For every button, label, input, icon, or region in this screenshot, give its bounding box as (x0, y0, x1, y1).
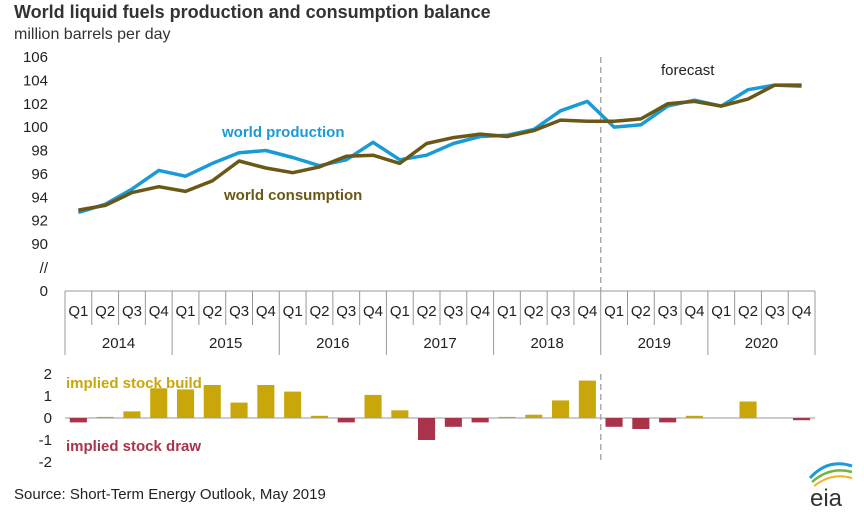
y-tick-label: // (40, 260, 49, 277)
x-quarter-label: Q4 (149, 303, 169, 320)
y-tick-label: 94 (31, 189, 48, 206)
logo-arc-blue (808, 462, 853, 480)
x-quarter-label: Q3 (551, 303, 571, 320)
x-quarter-label: Q2 (738, 303, 758, 320)
logo-text: eia (810, 485, 843, 512)
x-year-label: 2019 (638, 335, 671, 352)
stock-build-bar (498, 416, 516, 418)
x-quarter-label: Q4 (792, 303, 812, 320)
logo-arc-yellow (813, 475, 853, 487)
x-quarter-label: Q3 (229, 303, 249, 320)
draw-label: implied stock draw (66, 438, 201, 455)
forecast-label: forecast (661, 62, 715, 79)
x-quarter-label: Q3 (443, 303, 463, 320)
production-line (77, 83, 802, 215)
stock-draw-bar (793, 418, 811, 421)
x-year-label: 2018 (530, 335, 563, 352)
stock-draw-bar (444, 418, 462, 427)
x-year-label: 2017 (423, 335, 456, 352)
stock-build-bar (150, 388, 168, 418)
chart-subtitle: million barrels per day (14, 26, 171, 43)
stock-build-bar (96, 416, 114, 418)
stock-draw-bar (418, 418, 436, 440)
stock-build-bar (177, 389, 195, 418)
x-quarter-label: Q2 (202, 303, 222, 320)
x-quarter-label: Q1 (68, 303, 88, 320)
x-year-label: 2015 (209, 335, 242, 352)
bar-y-tick-label: 1 (44, 388, 52, 405)
stock-draw-bar (632, 418, 650, 429)
stock-draw-bar (659, 418, 677, 423)
x-quarter-label: Q4 (577, 303, 597, 320)
stock-draw-bar (471, 418, 489, 423)
x-quarter-label: Q1 (604, 303, 624, 320)
eia-logo: eia (808, 462, 853, 512)
x-quarter-label: Q4 (684, 303, 704, 320)
x-year-label: 2014 (102, 335, 135, 352)
source-note: Source: Short-Term Energy Outlook, May 2… (14, 486, 326, 503)
y-tick-label: 106 (23, 49, 48, 66)
top-axes: 106 104 102 100 98 96 94 92 90 // 0 Q1 Q2 Q3 Q4 Q1 Q2 Q3 Q… (23, 49, 816, 355)
stock-build-bar (310, 415, 328, 418)
build-label: implied stock build (66, 375, 202, 392)
consumption-line (78, 83, 802, 212)
stock-build-bar (203, 385, 221, 418)
stock-build-bar (578, 380, 596, 418)
x-quarter-label: Q2 (309, 303, 329, 320)
x-quarter-label: Q2 (631, 303, 651, 320)
stock-build-bar (123, 411, 141, 418)
x-quarter-label: Q3 (765, 303, 785, 320)
x-quarter-label: Q2 (524, 303, 544, 320)
stock-build-bar (552, 400, 570, 418)
top-series (77, 83, 802, 215)
x-quarter-label: Q4 (256, 303, 276, 320)
y-tick-label: 104 (23, 72, 48, 89)
stock-build-bar (230, 402, 248, 418)
x-quarter-label: Q1 (176, 303, 196, 320)
stock-build-bar (685, 415, 703, 418)
stock-build-bar (364, 394, 382, 418)
stock-build-bar (525, 414, 543, 418)
stock-build-bar (739, 401, 757, 418)
y-tick-label: 102 (23, 96, 48, 113)
x-quarter-label: Q1 (497, 303, 517, 320)
bar-y-tick-label: 0 (44, 410, 52, 427)
stock-draw-bar (337, 418, 355, 423)
stock-build-bar (391, 410, 409, 418)
x-quarter-label: Q3 (336, 303, 356, 320)
x-quarter-label: Q2 (95, 303, 115, 320)
x-quarter-label: Q4 (363, 303, 383, 320)
x-quarter-label: Q2 (417, 303, 437, 320)
stock-draw-bar (605, 418, 623, 427)
y-tick-label: 92 (31, 213, 48, 230)
stock-build-bar (284, 391, 302, 418)
y-tick-label: 98 (31, 143, 48, 160)
chart-title: World liquid fuels production and consum… (14, 2, 491, 22)
legend-production-label: world production (221, 124, 344, 141)
bar-y-tick-label: -2 (39, 454, 52, 471)
y-tick-label: 0 (40, 283, 48, 300)
stock-draw-bar (69, 418, 87, 423)
x-quarter-label: Q1 (283, 303, 303, 320)
y-tick-label: 96 (31, 166, 48, 183)
x-year-label: 2016 (316, 335, 349, 352)
x-quarter-label: Q3 (122, 303, 142, 320)
x-quarter-label: Q1 (390, 303, 410, 320)
bar-y-tick-label: 2 (44, 366, 52, 383)
x-year-label: 2020 (745, 335, 778, 352)
y-tick-label: 90 (31, 236, 48, 253)
logo-arc-green (811, 469, 853, 483)
bottom-bars (69, 380, 811, 440)
bar-y-tick-label: -1 (39, 432, 52, 449)
stock-build-bar (257, 385, 275, 418)
x-quarter-label: Q1 (711, 303, 731, 320)
legend-consumption-label: world consumption (223, 187, 362, 204)
x-quarter-label: Q4 (470, 303, 490, 320)
x-quarter-label: Q3 (658, 303, 678, 320)
y-tick-label: 100 (23, 119, 48, 136)
